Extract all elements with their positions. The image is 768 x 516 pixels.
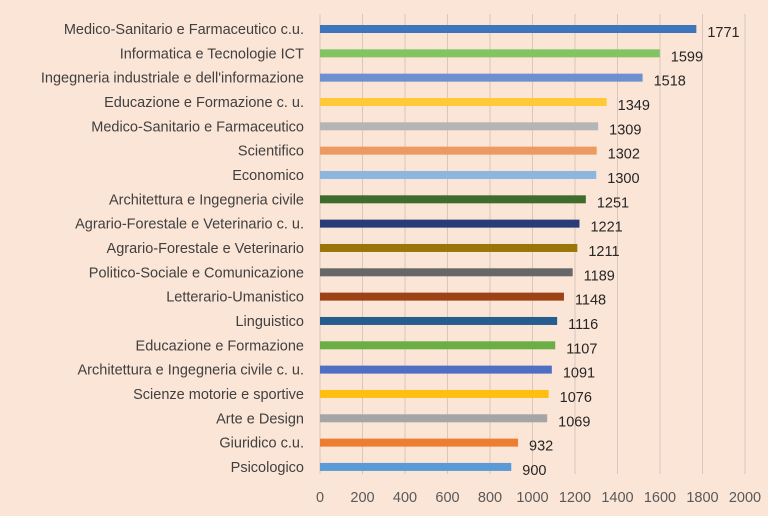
- bar: [320, 243, 578, 252]
- category-label: Medico-Sanitario e Farmaceutico c.u.: [64, 22, 304, 38]
- bar: [320, 462, 512, 471]
- x-tick-label: 800: [478, 490, 502, 506]
- bar: [320, 268, 573, 277]
- value-label: 932: [529, 439, 553, 455]
- x-axis-ticks: 0 200 400 600 800 1000 1200 1400 1600 1800 2000: [316, 490, 761, 506]
- value-label: 1107: [566, 341, 597, 357]
- value-label: 1076: [560, 390, 592, 406]
- value-label: 1518: [654, 74, 686, 90]
- value-label: 1221: [590, 220, 622, 236]
- x-tick-label: 1600: [644, 490, 676, 506]
- x-tick-label: 1800: [686, 490, 718, 506]
- category-label: Medico-Sanitario e Farmaceutico: [91, 119, 304, 135]
- bar: [320, 438, 519, 447]
- value-label: 1309: [609, 122, 641, 138]
- x-tick-label: 0: [316, 490, 324, 506]
- bar: [320, 292, 564, 301]
- category-label: Arte e Design: [216, 411, 304, 427]
- bar: [320, 146, 597, 155]
- bar: [320, 316, 558, 325]
- category-label: Architettura e Ingegneria civile c. u.: [78, 363, 304, 379]
- category-label: Agrario-Forestale e Veterinario c. u.: [75, 217, 304, 233]
- bar: [320, 122, 599, 131]
- category-label: Ingegneria industriale e dell'informazio…: [41, 71, 304, 87]
- category-label: Politico-Sociale e Comunicazione: [89, 265, 304, 281]
- bar: [320, 49, 660, 58]
- category-label: Educazione e Formazione: [136, 338, 304, 354]
- value-label: 1069: [558, 414, 590, 430]
- category-label: Agrario-Forestale e Veterinario: [107, 241, 304, 257]
- bar: [320, 73, 643, 82]
- value-label: 1211: [588, 244, 619, 260]
- x-tick-label: 1000: [516, 490, 548, 506]
- value-label: 1771: [707, 25, 739, 41]
- category-label: Linguistico: [235, 314, 304, 330]
- category-label: Educazione e Formazione c. u.: [104, 95, 304, 111]
- category-label: Informatica e Tecnologie ICT: [120, 46, 304, 62]
- value-label: 900: [522, 463, 546, 479]
- bar: [320, 195, 586, 204]
- x-tick-label: 2000: [729, 490, 761, 506]
- bar: [320, 389, 549, 398]
- category-label: Psicologico: [231, 460, 304, 476]
- category-label: Economico: [232, 168, 304, 184]
- category-label: Scienze motorie e sportive: [133, 387, 304, 403]
- value-label: 1116: [568, 317, 598, 333]
- bars: [320, 25, 697, 471]
- bar: [320, 97, 607, 106]
- value-label: 1599: [671, 49, 703, 65]
- bar: [320, 414, 548, 423]
- bar: [320, 341, 556, 350]
- category-label: Architettura e Ingegneria civile: [109, 192, 304, 208]
- x-tick-label: 600: [435, 490, 459, 506]
- value-label: 1251: [597, 195, 629, 211]
- bar: [320, 170, 597, 179]
- category-label: Giuridico c.u.: [219, 436, 304, 452]
- value-label: 1349: [618, 98, 650, 114]
- value-label: 1091: [563, 366, 595, 382]
- bar: [320, 365, 552, 374]
- value-label: 1302: [608, 147, 640, 163]
- category-label: Scientifico: [238, 144, 304, 160]
- category-label: Letterario-Umanistico: [166, 290, 304, 306]
- x-tick-label: 1200: [559, 490, 591, 506]
- x-tick-label: 200: [350, 490, 374, 506]
- x-tick-label: 1400: [601, 490, 633, 506]
- value-label: 1148: [575, 293, 606, 309]
- value-label: 1189: [584, 268, 615, 284]
- bar: [320, 25, 697, 33]
- category-labels: Medico-Sanitario e Farmaceutico c.u. Info…: [41, 22, 304, 476]
- bar: [320, 219, 580, 228]
- x-tick-label: 400: [393, 490, 417, 506]
- value-label: 1300: [607, 171, 639, 187]
